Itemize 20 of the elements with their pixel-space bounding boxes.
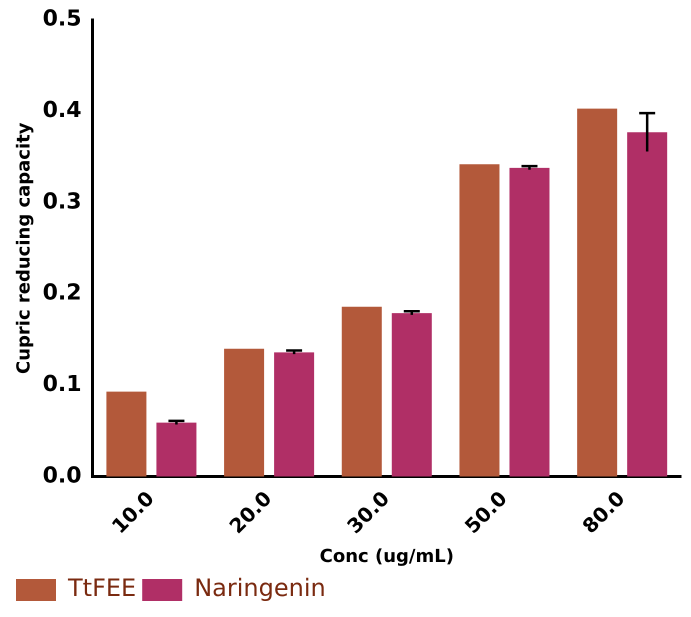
legend-label: TtFEE: [67, 574, 136, 602]
bar: [342, 306, 382, 477]
bar: [156, 422, 196, 477]
x-axis-title: Conc (ug/mL): [320, 546, 454, 567]
bar: [577, 108, 618, 477]
bar: [274, 352, 314, 477]
bar: [106, 392, 146, 477]
bar: [509, 168, 550, 477]
y-tick-label: 0.5: [42, 6, 82, 32]
y-tick-label: 0.2: [42, 280, 82, 306]
y-tick-label: 0.4: [42, 98, 82, 124]
y-axis-title: Cupric reducing capacity: [13, 122, 34, 374]
bar: [627, 132, 668, 477]
y-tick-label: 0.3: [42, 189, 82, 214]
y-tick-label: 0.0: [42, 463, 82, 488]
bar: [224, 348, 264, 477]
y-tick-label: 0.1: [42, 372, 82, 397]
bar: [459, 164, 500, 477]
legend-label: Naringenin: [194, 574, 326, 602]
bar: [392, 313, 432, 477]
